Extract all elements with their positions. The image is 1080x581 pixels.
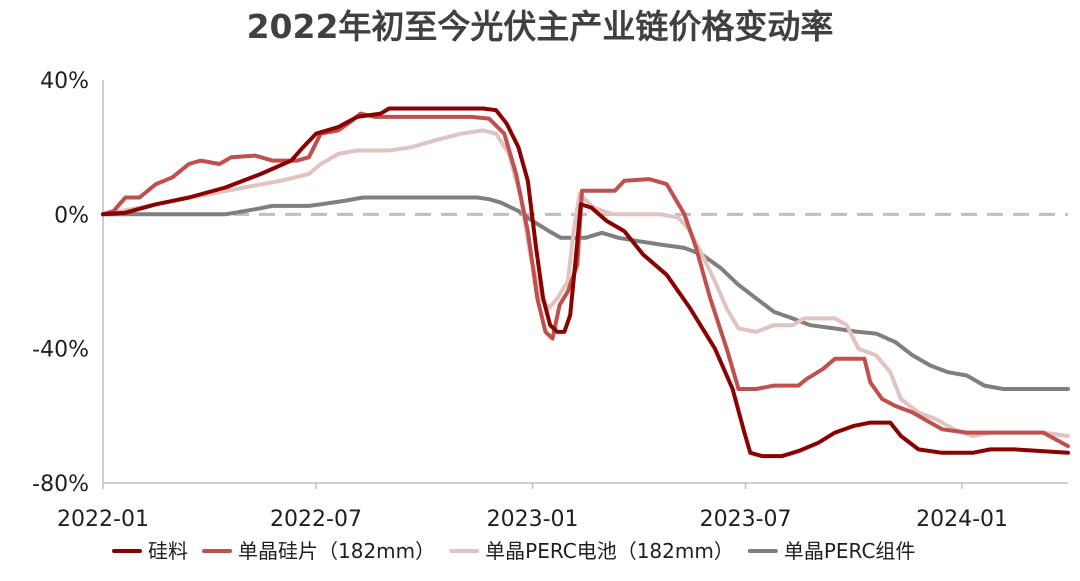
chart-title: 2022年初至今光伏主产业链价格变动率 bbox=[247, 7, 834, 46]
series-line-3 bbox=[101, 128, 1070, 438]
x-axis-ticks: 2022-01 2022-07 2023-01 2023-07 2024-01 bbox=[57, 483, 1008, 532]
y-tick-label: 0% bbox=[54, 203, 89, 228]
legend-label: 单晶PERC组件 bbox=[784, 539, 916, 563]
x-tick-label: 2024-01 bbox=[916, 507, 1008, 532]
legend-label: 硅料 bbox=[148, 539, 188, 563]
y-tick-label: -40% bbox=[32, 338, 89, 363]
legend-label: 单晶硅片（182mm） bbox=[238, 539, 435, 563]
x-tick-label: 2023-07 bbox=[700, 507, 792, 532]
x-tick-label: 2022-07 bbox=[270, 507, 362, 532]
x-tick-label: 2023-01 bbox=[487, 507, 579, 532]
series-line-1 bbox=[101, 106, 1070, 459]
axes bbox=[102, 80, 1068, 484]
y-axis-ticks: 40% 0% -40% -80% bbox=[32, 69, 89, 497]
x-tick-label: 2022-01 bbox=[57, 507, 149, 532]
y-tick-label: -80% bbox=[32, 472, 89, 497]
legend: 硅料 单晶硅片（182mm） 单晶PERC电池（182mm） 单晶PERC组件 bbox=[112, 539, 916, 563]
legend-label: 单晶PERC电池（182mm） bbox=[485, 539, 734, 563]
series-layer bbox=[101, 106, 1070, 459]
series-line-4 bbox=[101, 195, 1070, 391]
series-line-2 bbox=[101, 111, 1070, 449]
y-tick-label: 40% bbox=[40, 69, 89, 94]
